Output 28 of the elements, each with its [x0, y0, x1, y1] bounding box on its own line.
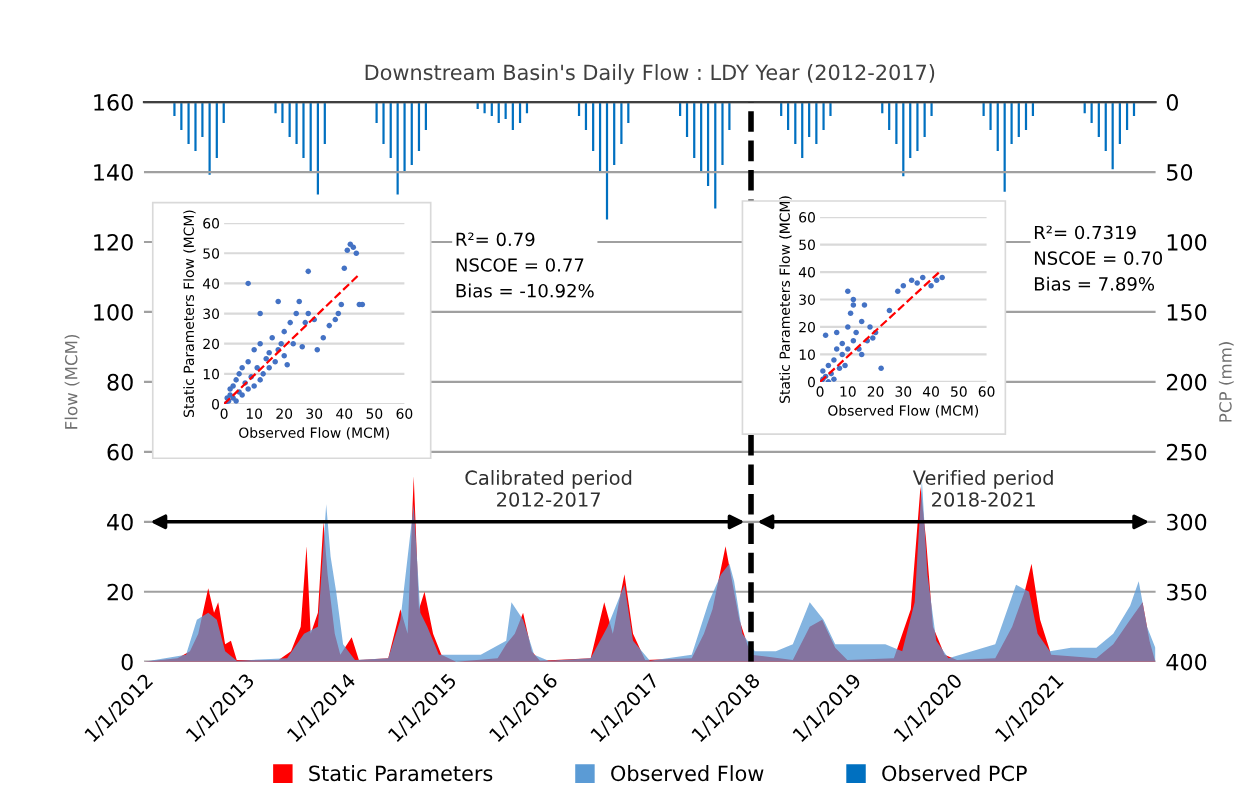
y-tick-label: 120 [94, 233, 133, 251]
y2-tick-label: 50 [1167, 164, 1193, 181]
legend-label: Observed PCP [882, 765, 1027, 782]
y-tick-label: 140 [94, 164, 133, 181]
y2-tick-label: 0 [1166, 94, 1178, 111]
annotation: Calibrated period 2012-2017 [465, 470, 632, 507]
y-tick-label: 20 [107, 583, 133, 601]
y2-tick-label: 200 [1166, 373, 1207, 391]
y2-tick-label: 400 [1166, 653, 1207, 671]
legend-label: Observed Flow [611, 765, 764, 782]
y2-tick-label: 350 [1167, 583, 1207, 601]
y-axis-title: Flow (MCM) [64, 334, 80, 429]
y-tick-label: 40 [107, 513, 133, 531]
y2-tick-label: 250 [1166, 443, 1207, 461]
y-tick-label: 100 [94, 303, 133, 321]
y-tick-label: 60 [107, 443, 133, 461]
y-tick-label: 80 [107, 373, 133, 391]
legend-label: Static Parameters [309, 765, 493, 782]
y2-tick-label: 300 [1167, 513, 1207, 531]
y2-axis-title: PCP (mm) [1218, 342, 1234, 422]
y-tick-label: 0 [121, 653, 133, 671]
annotation: R²= 0.79 NSCOE = 0.77 Bias = -10.92% [456, 232, 594, 298]
chart-title: Downstream Basin's Daily Flow : LDY Year (2012-2017) [365, 64, 935, 85]
annotation: Verified period 2018-2021 [912, 470, 1053, 507]
y-tick-label: 160 [94, 94, 133, 111]
y2-tick-label: 100 [1167, 233, 1207, 251]
annotation: R²= 0.7319 NSCOE = 0.70 Bias = 7.89% [1034, 225, 1163, 291]
y2-tick-label: 150 [1167, 303, 1207, 321]
